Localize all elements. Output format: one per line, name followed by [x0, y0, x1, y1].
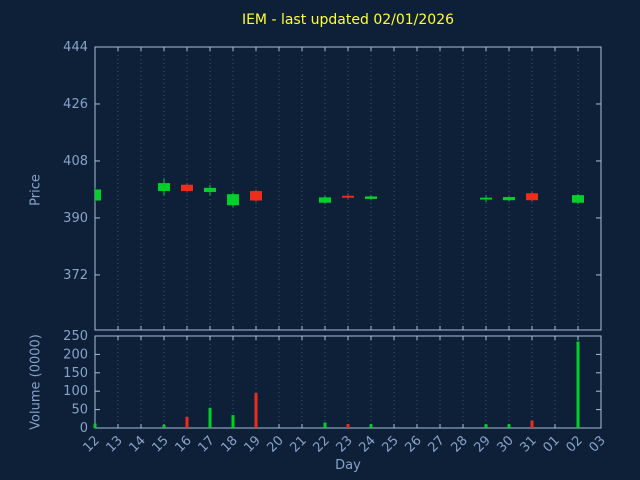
volume-bar: [369, 424, 373, 428]
svg-text:03: 03: [587, 433, 609, 455]
svg-text:16: 16: [173, 433, 195, 455]
svg-text:12: 12: [81, 433, 103, 455]
svg-text:408: 408: [63, 154, 88, 169]
svg-text:19: 19: [242, 433, 264, 455]
volume-bar: [231, 415, 235, 428]
svg-text:20: 20: [265, 433, 287, 455]
svg-text:100: 100: [63, 384, 88, 399]
candle-body: [526, 193, 538, 201]
volume-bar: [208, 407, 212, 428]
svg-text:02: 02: [564, 433, 586, 455]
svg-text:28: 28: [449, 433, 471, 455]
svg-text:17: 17: [196, 433, 218, 455]
svg-text:18: 18: [219, 433, 241, 455]
svg-text:426: 426: [63, 97, 88, 112]
volume-bar: [530, 420, 534, 428]
svg-text:390: 390: [63, 211, 88, 226]
chart-title: IEM - last updated 02/01/2026: [241, 12, 455, 28]
candle-body: [158, 183, 170, 192]
candle-body: [181, 184, 193, 192]
svg-text:13: 13: [104, 433, 126, 455]
volume-bar: [346, 424, 350, 428]
candle-body: [250, 191, 262, 201]
svg-text:250: 250: [63, 329, 88, 344]
volume-bar: [162, 425, 166, 428]
svg-text:01: 01: [541, 433, 563, 455]
volume-bar: [507, 424, 511, 428]
svg-text:27: 27: [426, 433, 448, 455]
svg-text:26: 26: [403, 433, 425, 455]
volume-bar: [484, 424, 488, 428]
candle-body: [319, 197, 331, 203]
gridlines: [94, 47, 602, 428]
candle-body: [480, 197, 492, 200]
svg-text:200: 200: [63, 347, 88, 362]
ticks: 372 390 408 426 444 0 50 100 150 200 250 12 13 14 15 16…: [63, 40, 609, 456]
candle-body: [365, 196, 377, 199]
svg-text:21: 21: [288, 433, 310, 455]
candle-body: [572, 195, 584, 203]
volume-bar: [185, 416, 189, 428]
volume-bar: [254, 393, 258, 428]
svg-text:50: 50: [71, 403, 88, 418]
svg-text:372: 372: [63, 268, 88, 283]
volume-bar: [93, 423, 97, 428]
candle-body: [342, 195, 354, 198]
svg-text:0: 0: [80, 421, 88, 436]
candle-body: [204, 187, 216, 192]
svg-text:29: 29: [472, 433, 494, 455]
svg-text:23: 23: [334, 433, 356, 455]
volume-bars: [93, 341, 580, 428]
svg-text:30: 30: [495, 433, 517, 455]
candles: [95, 178, 584, 207]
svg-text:25: 25: [380, 433, 402, 455]
x-axis-label: Day: [335, 458, 361, 473]
candle-body: [503, 197, 515, 201]
svg-text:15: 15: [150, 433, 172, 455]
candle-body: [95, 189, 101, 201]
svg-text:22: 22: [311, 433, 333, 455]
svg-text:444: 444: [63, 40, 88, 55]
svg-text:150: 150: [63, 366, 88, 381]
svg-text:31: 31: [518, 433, 540, 455]
candle-body: [227, 194, 239, 206]
volume-bar: [576, 341, 580, 428]
volume-bar: [323, 422, 327, 428]
svg-text:24: 24: [357, 433, 379, 455]
svg-text:14: 14: [127, 433, 149, 455]
